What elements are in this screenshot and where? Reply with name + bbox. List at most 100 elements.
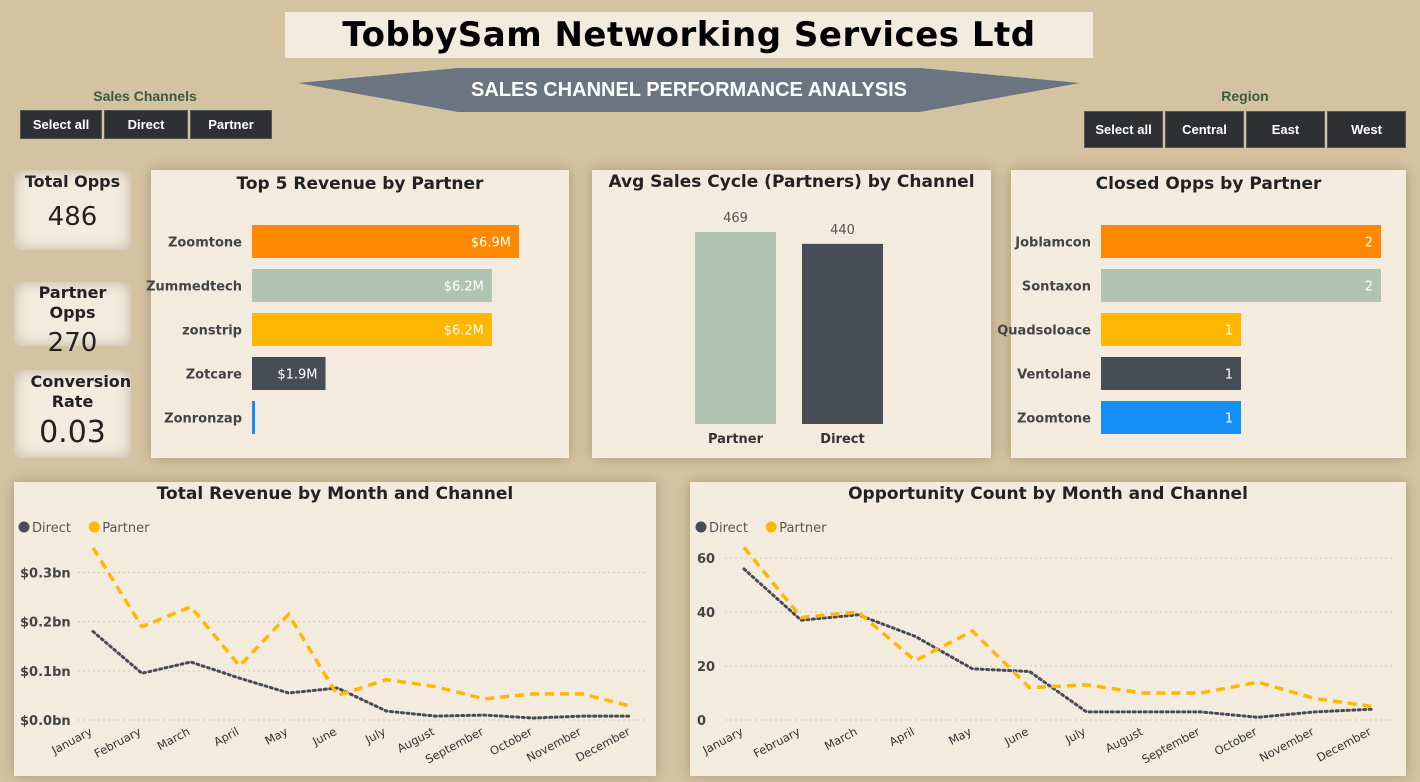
- revenue-month-x-tick-label: June: [309, 724, 339, 749]
- revenue-month-legend-marker: [18, 521, 30, 533]
- channel-partner-button[interactable]: Partner: [190, 110, 272, 139]
- revenue-month-x-tick-label: February: [92, 724, 144, 760]
- revenue-month-series-line-partner: [91, 546, 632, 708]
- kpi-conversion-rate: Conversion Rate 0.03: [14, 370, 131, 458]
- revenue-month-x-tick-label: April: [211, 724, 241, 749]
- revenue-month-legend-marker: [88, 521, 100, 533]
- closed-opps-title: Closed Opps by Partner: [1095, 174, 1322, 194]
- sales-channels-slicer-title: Sales Channels: [93, 88, 197, 104]
- revenue-month-legend-label: Partner: [102, 521, 150, 536]
- closed-opps-category-label: Ventolane: [1017, 368, 1091, 383]
- revenue-month-x-tick-label: May: [262, 724, 290, 748]
- revenue-partner-category-label: Zonronzap: [164, 412, 242, 427]
- kpi-conversion-rate-label: Conversion Rate: [30, 372, 132, 411]
- revenue-month-y-tick-label: $0.0bn: [20, 714, 71, 729]
- revenue-partner-category-label: Zoomtone: [168, 236, 242, 251]
- closed-opps-bar: [1101, 313, 1241, 346]
- revenue-month-y-tick-label: $0.2bn: [20, 616, 71, 631]
- avg-cycle-category-label: Direct: [820, 432, 864, 447]
- closed-opps-category-label: Joblamcon: [1014, 236, 1091, 251]
- closed-opps-category-label: Zoomtone: [1017, 412, 1091, 427]
- avg-cycle-data-label: 469: [723, 211, 748, 226]
- revenue-partner-category-label: Zummedtech: [146, 280, 242, 295]
- revenue-by-month-title: Total Revenue by Month and Channel: [156, 484, 514, 504]
- revenue-partner-data-label: $6.2M: [444, 280, 484, 295]
- revenue-partner-data-label: $6.2M: [444, 324, 484, 339]
- opp-count-month-x-tick-label: April: [887, 724, 917, 749]
- revenue-partner-category-label: zonstrip: [182, 324, 242, 339]
- closed-opps-data-label: 2: [1365, 236, 1373, 251]
- revenue-partner-bar: [252, 225, 519, 258]
- revenue-partner-category-label: Zotcare: [186, 368, 242, 383]
- opp-count-month-y-tick-label: 20: [697, 660, 715, 675]
- closed-opps-data-label: 2: [1365, 280, 1373, 295]
- closed-opps-data-label: 1: [1225, 412, 1233, 427]
- revenue-partner-bar: [252, 401, 255, 434]
- opp-count-month-legend-label: Direct: [709, 521, 748, 536]
- region-east-button[interactable]: East: [1246, 111, 1325, 148]
- avg-cycle-bar: [802, 243, 883, 424]
- kpi-total-opps: Total Opps 486: [14, 170, 131, 250]
- revenue-partner-data-label: $6.9M: [471, 236, 511, 251]
- opp-count-month-x-tick-label: June: [1001, 724, 1031, 749]
- opp-count-month-x-tick-label: February: [751, 724, 803, 760]
- kpi-partner-opps-value: 270: [47, 328, 98, 358]
- opp-count-month-x-tick-label: September: [1139, 724, 1202, 766]
- revenue-month-x-tick-label: November: [524, 724, 584, 765]
- revenue-month-x-tick-label: December: [573, 724, 632, 764]
- page-subtitle: SALES CHANNEL PERFORMANCE ANALYSIS: [471, 78, 907, 101]
- opp-count-month-x-tick-label: May: [946, 724, 974, 748]
- channel-direct-button[interactable]: Direct: [104, 110, 188, 139]
- revenue-month-legend-label: Direct: [32, 521, 71, 536]
- revenue-month-series-line-direct: [91, 630, 633, 720]
- region-west-button[interactable]: West: [1327, 111, 1406, 148]
- kpi-partner-opps: Partner Opps 270: [14, 282, 131, 358]
- avg-cycle-category-label: Partner: [708, 432, 764, 447]
- revenue-partner-bar: [252, 357, 326, 390]
- revenue-month-x-tick-label: March: [155, 724, 193, 753]
- revenue-partner-bar: [252, 269, 492, 302]
- closed-opps-bar: [1101, 357, 1241, 390]
- opp-count-by-month-panel: Opportunity Count by Month and Channel: [690, 482, 1406, 776]
- closed-opps-category-label: Quadsoloace: [997, 324, 1091, 339]
- opp-count-month-legend-marker: [695, 521, 707, 533]
- opp-count-month-x-tick-label: October: [1212, 724, 1259, 758]
- closed-opps-bar: [1101, 269, 1381, 302]
- opp-count-month-x-tick-label: August: [1103, 724, 1146, 755]
- region-central-button[interactable]: Central: [1165, 111, 1244, 148]
- opp-count-month-y-tick-label: 40: [697, 606, 715, 621]
- region-select-all-button[interactable]: Select all: [1084, 111, 1163, 148]
- opp-count-month-x-tick-label: July: [1062, 724, 1088, 747]
- revenue-month-x-tick-label: July: [362, 724, 388, 747]
- region-slicer-title: Region: [1221, 88, 1269, 104]
- closed-opps-data-label: 1: [1225, 324, 1233, 339]
- opp-count-month-x-tick-label: December: [1314, 724, 1373, 764]
- closed-opps-bar: [1101, 401, 1241, 434]
- avg-cycle-bar: [695, 232, 776, 424]
- kpi-total-opps-value: 486: [47, 202, 98, 232]
- opp-count-by-month-title: Opportunity Count by Month and Channel: [848, 484, 1248, 504]
- kpi-conversion-rate-value: 0.03: [39, 415, 106, 450]
- revenue-month-x-tick-label: January: [48, 724, 94, 757]
- revenue-month-y-tick-label: $0.3bn: [20, 567, 71, 582]
- opp-count-month-legend-marker: [765, 521, 777, 533]
- subtitle-banner: [298, 68, 1080, 112]
- opp-count-month-x-tick-label: March: [822, 724, 860, 753]
- revenue-partner-bar: [252, 313, 492, 346]
- opp-count-month-series-line-partner: [742, 546, 1373, 709]
- revenue-month-y-tick-label: $0.1bn: [20, 665, 71, 680]
- avg-sales-cycle-panel: Avg Sales Cycle (Partners) by Channel: [592, 170, 991, 458]
- avg-sales-cycle-title: Avg Sales Cycle (Partners) by Channel: [608, 172, 975, 192]
- opp-count-month-x-tick-label: November: [1257, 724, 1317, 765]
- closed-opps-category-label: Sontaxon: [1022, 280, 1091, 295]
- revenue-partner-data-label: $1.9M: [277, 368, 317, 383]
- opp-count-month-y-tick-label: 0: [697, 714, 706, 729]
- opp-count-month-legend-label: Partner: [779, 521, 827, 536]
- opp-count-month-y-tick-label: 60: [697, 552, 715, 567]
- channel-select-all-button[interactable]: Select all: [20, 110, 102, 139]
- kpi-partner-opps-label: Partner Opps: [38, 283, 107, 322]
- opp-count-month-series-line-direct: [742, 567, 1374, 719]
- opp-count-month-x-tick-label: January: [699, 724, 745, 757]
- kpi-total-opps-label: Total Opps: [24, 172, 121, 191]
